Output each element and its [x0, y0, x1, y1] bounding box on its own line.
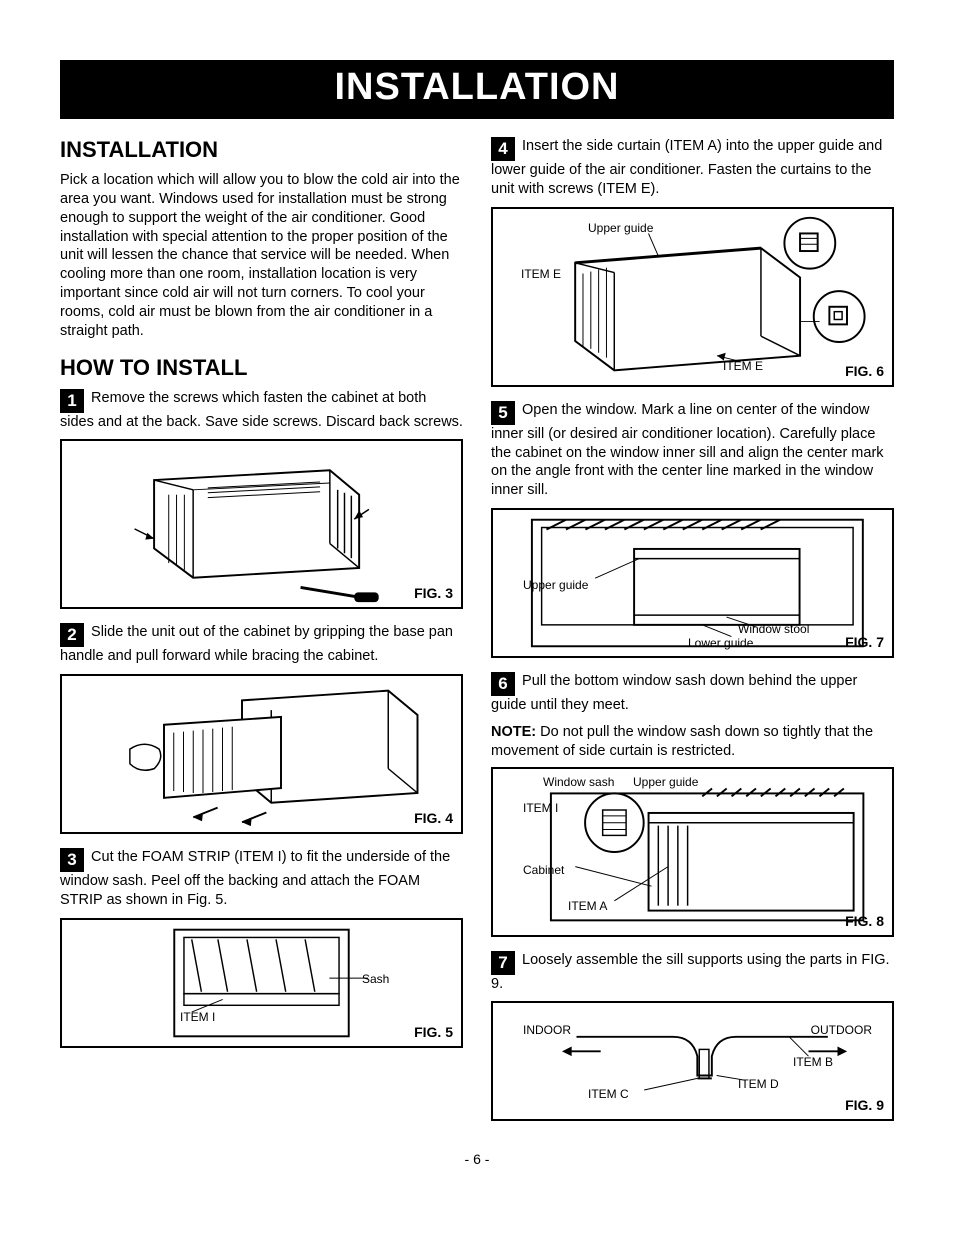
step-5: 5 Open the window. Mark a line on center…: [491, 401, 894, 500]
step-5-number: 5: [491, 401, 515, 425]
figure-8-item-a: ITEM A: [568, 899, 607, 913]
figure-4-label: FIG. 4: [414, 810, 453, 826]
figure-8-label: FIG. 8: [845, 913, 884, 929]
right-column: 4 Insert the side curtain (ITEM A) into …: [491, 137, 894, 1135]
figure-6: Upper guide ITEM E ITEM E FIG. 6: [491, 207, 894, 387]
figure-8-svg: [493, 769, 892, 935]
step-4-number: 4: [491, 137, 515, 161]
note-text: Do not pull the window sash down so tigh…: [491, 724, 873, 759]
figure-9-item-c: ITEM C: [588, 1087, 629, 1101]
step-3-text: Cut the FOAM STRIP (ITEM I) to fit the u…: [60, 849, 450, 908]
figure-6-svg: [493, 209, 892, 385]
figure-6-upper-guide: Upper guide: [588, 221, 653, 235]
step-3: 3 Cut the FOAM STRIP (ITEM I) to fit the…: [60, 848, 463, 910]
figure-9-outdoor: OUTDOOR: [811, 1023, 872, 1037]
figure-7: Upper guide Window stool Lower guide FIG…: [491, 508, 894, 658]
figure-5-label: FIG. 5: [414, 1024, 453, 1040]
step-7: 7 Loosely assemble the sill supports usi…: [491, 951, 894, 994]
figure-9: INDOOR OUTDOOR ITEM B ITEM D ITEM C FIG.…: [491, 1001, 894, 1121]
installation-intro: Pick a location which will allow you to …: [60, 171, 463, 341]
step-6-note: NOTE: Do not pull the window sash down s…: [491, 723, 894, 761]
figure-8-cabinet: Cabinet: [523, 863, 564, 877]
step-2-number: 2: [60, 623, 84, 647]
figure-7-window-stool: Window stool: [738, 622, 809, 636]
step-6-number: 6: [491, 672, 515, 696]
step-3-number: 3: [60, 848, 84, 872]
figure-7-lower-guide: Lower guide: [688, 636, 753, 650]
step-4-text: Insert the side curtain (ITEM A) into th…: [491, 138, 882, 197]
figure-7-label: FIG. 7: [845, 634, 884, 650]
how-to-install-heading: HOW TO INSTALL: [60, 355, 463, 381]
step-1-number: 1: [60, 389, 84, 413]
step-1: 1 Remove the screws which fasten the cab…: [60, 389, 463, 432]
step-6: 6 Pull the bottom window sash down behin…: [491, 672, 894, 715]
figure-3-label: FIG. 3: [414, 585, 453, 601]
figure-5-svg: [62, 920, 461, 1046]
figure-8-window-sash: Window sash: [543, 775, 614, 789]
figure-6-label: FIG. 6: [845, 363, 884, 379]
step-7-text: Loosely assemble the sill supports using…: [491, 952, 890, 992]
figure-5: ITEM I Sash FIG. 5: [60, 918, 463, 1048]
banner-title: INSTALLATION: [60, 60, 894, 119]
step-4: 4 Insert the side curtain (ITEM A) into …: [491, 137, 894, 199]
step-5-text: Open the window. Mark a line on center o…: [491, 402, 884, 499]
step-7-number: 7: [491, 951, 515, 975]
figure-6-item-e-right: ITEM E: [723, 359, 763, 373]
figure-5-item-i: ITEM I: [180, 1010, 215, 1024]
figure-8-item-i: ITEM I: [523, 801, 558, 815]
figure-8-upper-guide: Upper guide: [633, 775, 698, 789]
installation-heading: INSTALLATION: [60, 137, 463, 163]
step-1-text: Remove the screws which fasten the cabin…: [60, 390, 463, 430]
step-2: 2 Slide the unit out of the cabinet by g…: [60, 623, 463, 666]
figure-3-svg: [62, 441, 461, 607]
two-column-layout: INSTALLATION Pick a location which will …: [60, 137, 894, 1135]
figure-4-svg: [62, 676, 461, 832]
figure-9-indoor: INDOOR: [523, 1023, 571, 1037]
step-6-text: Pull the bottom window sash down behind …: [491, 673, 857, 713]
figure-9-item-b: ITEM B: [793, 1055, 833, 1069]
page-number: - 6 -: [60, 1151, 894, 1167]
figure-9-item-d: ITEM D: [738, 1077, 779, 1091]
figure-6-item-e-left: ITEM E: [521, 267, 561, 281]
note-label: NOTE:: [491, 724, 536, 740]
left-column: INSTALLATION Pick a location which will …: [60, 137, 463, 1135]
figure-9-label: FIG. 9: [845, 1097, 884, 1113]
figure-7-upper-guide: Upper guide: [523, 578, 588, 592]
step-2-text: Slide the unit out of the cabinet by gri…: [60, 624, 453, 664]
figure-5-sash: Sash: [362, 972, 389, 986]
figure-4: FIG. 4: [60, 674, 463, 834]
figure-8: Window sash Upper guide ITEM I Cabinet I…: [491, 767, 894, 937]
figure-3: FIG. 3: [60, 439, 463, 609]
page: INSTALLATION INSTALLATION Pick a locatio…: [0, 0, 954, 1197]
